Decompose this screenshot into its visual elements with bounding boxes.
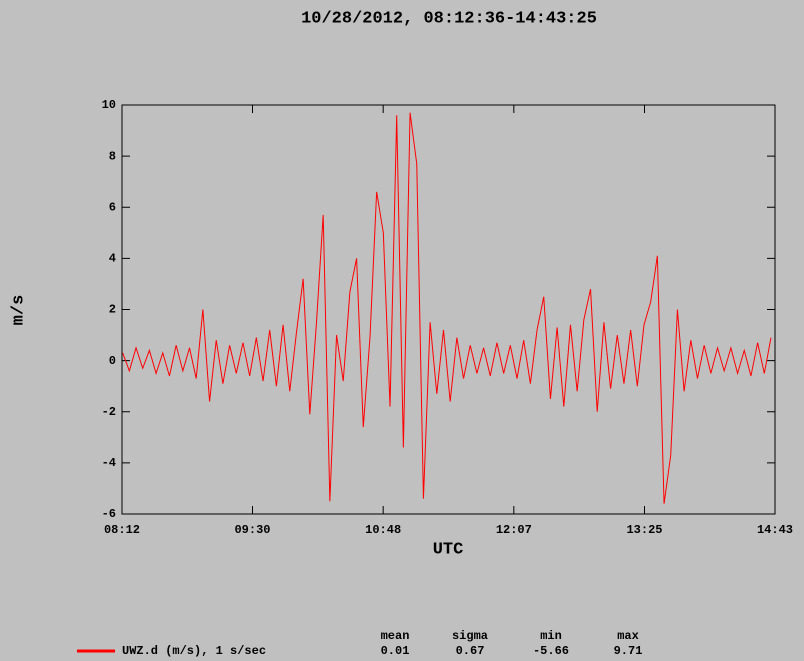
y-tick-label: 0 [109, 354, 116, 368]
x-tick-label: 13:25 [626, 523, 662, 537]
y-axis-label: m/s [9, 295, 28, 326]
y-tick-label: 2 [109, 303, 116, 317]
stat-value: 0.01 [381, 644, 410, 658]
stat-header: max [617, 629, 639, 643]
stat-header: min [540, 629, 562, 643]
signal-line [122, 112, 772, 504]
chart-title: 10/28/2012, 08:12:36-14:43:25 [301, 9, 597, 28]
x-tick-label: 08:12 [104, 523, 140, 537]
y-tick-label: -6 [102, 507, 116, 521]
x-axis-label: UTC [433, 540, 464, 559]
y-tick-label: -4 [102, 456, 116, 470]
legend-label: UWZ.d (m/s), 1 s/sec [122, 644, 266, 658]
y-tick-label: 6 [109, 200, 116, 214]
stat-value: 0.67 [456, 644, 485, 658]
stat-value: 9.71 [614, 644, 643, 658]
x-tick-label: 09:30 [234, 523, 270, 537]
x-tick-label: 14:43 [757, 523, 793, 537]
stat-header: sigma [452, 629, 488, 643]
y-tick-label: 10 [102, 98, 116, 112]
x-tick-label: 10:48 [365, 523, 401, 537]
y-tick-label: 4 [109, 252, 116, 266]
x-tick-label: 12:07 [496, 523, 532, 537]
stat-header: mean [381, 629, 410, 643]
y-tick-label: 8 [109, 149, 116, 163]
y-tick-label: -2 [102, 405, 116, 419]
stat-value: -5.66 [533, 644, 569, 658]
